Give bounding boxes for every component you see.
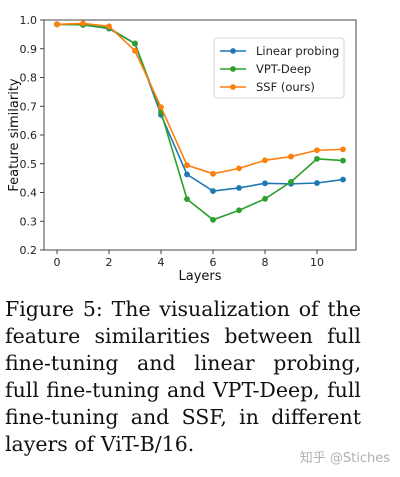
data-point [314,155,320,162]
y-tick-label: 0.6 [20,129,38,142]
data-point [210,216,216,223]
data-point [80,20,86,27]
y-axis-label: Feature similarity [7,78,22,192]
y-tick-label: 0.7 [20,100,38,113]
series-line-2 [56,22,344,175]
data-point [132,40,138,47]
data-point [210,188,216,194]
line-chart: 0.2 0.3 0.4 0.5 0.6 0.7 0.8 0.9 1.0 0 2 4 6 8 10 Layers… [7,14,357,284]
data-point [262,180,268,187]
chart-series [54,20,346,223]
data-point [236,207,242,214]
legend-label: SSF (ours) [256,80,315,94]
series-line-1 [56,23,344,221]
legend-swatch-marker [230,48,236,54]
data-point [184,196,190,203]
y-tick-label: 0.2 [20,244,38,257]
x-tick-label: 10 [310,256,324,269]
data-point [106,23,112,30]
data-point [262,195,268,202]
watermark: 知乎 @Stiches [299,451,390,466]
data-point [236,165,242,172]
x-tick-label: 8 [262,256,269,269]
data-point [288,178,294,185]
figure-caption: Figure 5: The visualization of the featu… [5,297,361,456]
data-point [340,157,346,164]
y-tick-label: 0.5 [20,158,38,171]
x-tick-label: 6 [210,256,217,269]
x-tick-label: 2 [106,256,113,269]
legend-swatch-marker [230,84,236,90]
legend-swatch-marker [230,66,236,72]
data-point [314,147,320,154]
data-point [54,21,60,28]
data-point [288,153,294,160]
chart-legend: Linear probing VPT-Deep SSF (ours) [213,37,345,99]
data-point [262,157,268,164]
chart-axes: 0.2 0.3 0.4 0.5 0.6 0.7 0.8 0.9 1.0 0 2 4 6 8 10 Layers… [7,14,357,284]
data-point [340,146,346,153]
legend-label: VPT-Deep [256,62,311,76]
x-axis-label: Layers [178,269,221,284]
data-point [184,162,190,169]
y-tick-label: 0.8 [20,72,38,85]
y-tick-label: 1.0 [20,14,38,27]
legend-label: Linear probing [256,44,339,58]
data-point [210,170,216,177]
data-point [184,171,190,178]
data-point [314,180,320,186]
y-tick-label: 0.3 [20,215,38,228]
y-tick-label: 0.9 [20,43,38,56]
y-tick-label: 0.4 [20,187,38,200]
data-point [158,104,164,111]
data-point [340,176,346,183]
data-point [132,47,138,54]
x-tick-label: 4 [158,256,165,269]
legend-box [213,37,345,99]
x-tick-label: 0 [54,256,61,269]
data-point [236,185,242,191]
